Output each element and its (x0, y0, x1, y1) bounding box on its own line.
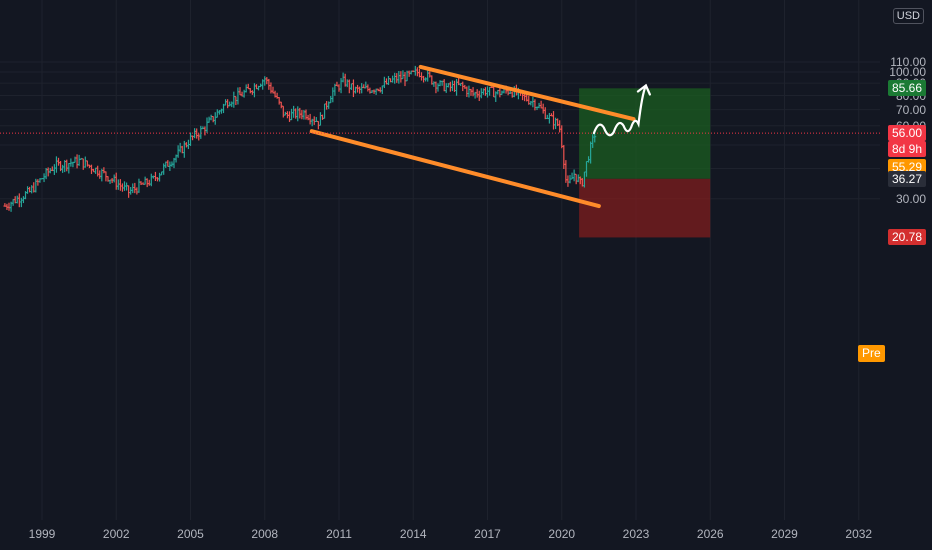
lower-trendline (309, 129, 601, 209)
upper-trendline (418, 64, 636, 122)
premarket-label: Pre (858, 345, 885, 362)
current-price-tag: 56.00 (887, 125, 926, 142)
time-axis-label: 2011 (326, 527, 352, 541)
price-axis-label: 100.00 (889, 65, 926, 80)
currency-label[interactable]: USD (892, 8, 924, 24)
projection-path[interactable] (592, 83, 651, 137)
time-axis-label: 2005 (177, 527, 204, 541)
time-axis-label: 2008 (251, 527, 279, 541)
price-bars (3, 65, 597, 212)
entry-price-tag: 36.27 (887, 170, 926, 187)
target-price-tag: 85.66 (887, 80, 926, 97)
time-axis-label: 1999 (28, 527, 56, 541)
stop-price-tag: 20.78 (887, 229, 926, 246)
time-axis-label: 2020 (548, 527, 576, 541)
trendlines[interactable] (309, 64, 636, 209)
time-axis-label: 2017 (474, 527, 501, 541)
chart-grid (0, 0, 880, 520)
loss-zone (579, 178, 711, 238)
time-axis-label: 2023 (622, 527, 650, 541)
time-axis-label: 2014 (399, 527, 427, 541)
projection-curve (592, 84, 647, 137)
bar-countdown-tag: 8d 9h (887, 141, 926, 158)
time-axis-label: 2029 (771, 527, 798, 541)
time-axis-label: 2026 (696, 527, 724, 541)
price-axis-label: 30.00 (895, 191, 926, 206)
time-axis-label: 2032 (845, 527, 873, 541)
projection-arrowhead (636, 83, 651, 96)
time-axis-label: 2002 (102, 527, 130, 541)
price-axis-label: 110.00 (890, 55, 926, 69)
price-axis-label: 70.00 (895, 102, 926, 117)
